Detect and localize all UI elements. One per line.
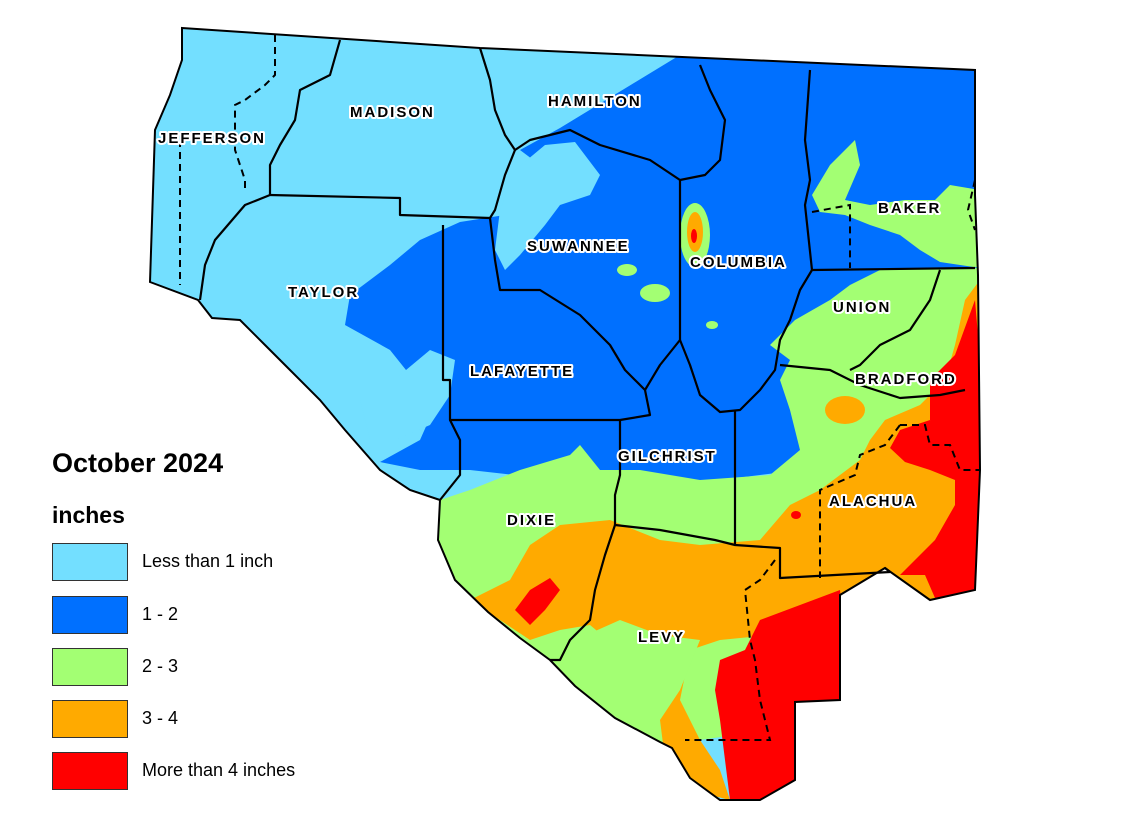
legend-item: 1 - 2 xyxy=(52,596,472,634)
county-label-columbia: COLUMBIA xyxy=(690,254,787,271)
county-label-bradford: BRADFORD xyxy=(855,371,957,388)
zone-3-4 xyxy=(825,396,865,424)
zone-more-than-4 xyxy=(515,578,560,625)
legend-item: More than 4 inches xyxy=(52,752,472,790)
legend-item: Less than 1 inch xyxy=(52,543,472,581)
legend-units: inches xyxy=(52,502,125,528)
legend-swatch xyxy=(52,543,128,581)
county-label-union: UNION xyxy=(833,299,891,316)
legend-label: Less than 1 inch xyxy=(142,551,274,571)
zone-2-3 xyxy=(617,264,637,276)
county-label-jefferson: JEFFERSON xyxy=(158,130,266,147)
zone-2-3 xyxy=(640,284,670,302)
county-labels: JEFFERSON MADISON HAMILTON SUWANNEE COLU… xyxy=(156,91,957,648)
county-boundaries xyxy=(198,39,976,662)
zone-less-than-1 xyxy=(360,350,455,440)
county-label-taylor: TAYLOR xyxy=(288,284,359,301)
zone-more-than-4 xyxy=(900,300,980,600)
legend-item: 2 - 3 xyxy=(52,648,472,686)
county-label-dixie: DIXIE xyxy=(507,512,556,529)
legend-title: October 2024 xyxy=(52,448,224,478)
legend-label: 2 - 3 xyxy=(142,656,179,676)
legend-swatch xyxy=(52,648,128,686)
county-label-alachua: ALACHUA xyxy=(829,493,917,510)
county-label-gilchrist: GILCHRIST xyxy=(618,448,717,465)
county-label-levy: LEVY xyxy=(638,629,685,646)
zone-more-than-4 xyxy=(791,511,801,519)
zone-3-4 xyxy=(470,280,980,800)
county-label-suwannee: SUWANNEE xyxy=(527,238,630,255)
county-label-lafayette: LAFAYETTE xyxy=(470,363,574,380)
region-outline xyxy=(148,26,982,801)
county-label-hamilton: HAMILTON xyxy=(548,93,642,110)
legend-swatch xyxy=(52,596,128,634)
zone-2-3 xyxy=(706,321,718,329)
county-label-madison: MADISON xyxy=(350,104,435,121)
legend-label: 3 - 4 xyxy=(142,708,179,728)
zone-2-3 xyxy=(812,140,980,268)
legend-label: More than 4 inches xyxy=(142,760,296,780)
legend-item: 3 - 4 xyxy=(52,700,472,738)
county-label-baker: BAKER xyxy=(878,200,941,217)
zone-2-3 xyxy=(430,268,980,760)
zone-less-than-1 xyxy=(495,142,600,270)
legend-swatch xyxy=(52,752,128,790)
zone-more-than-4 xyxy=(890,420,975,480)
legend-label: 1 - 2 xyxy=(142,604,179,624)
zone-more-than-4 xyxy=(691,229,697,243)
dashed-boundaries xyxy=(179,35,980,741)
legend-swatch xyxy=(52,700,128,738)
